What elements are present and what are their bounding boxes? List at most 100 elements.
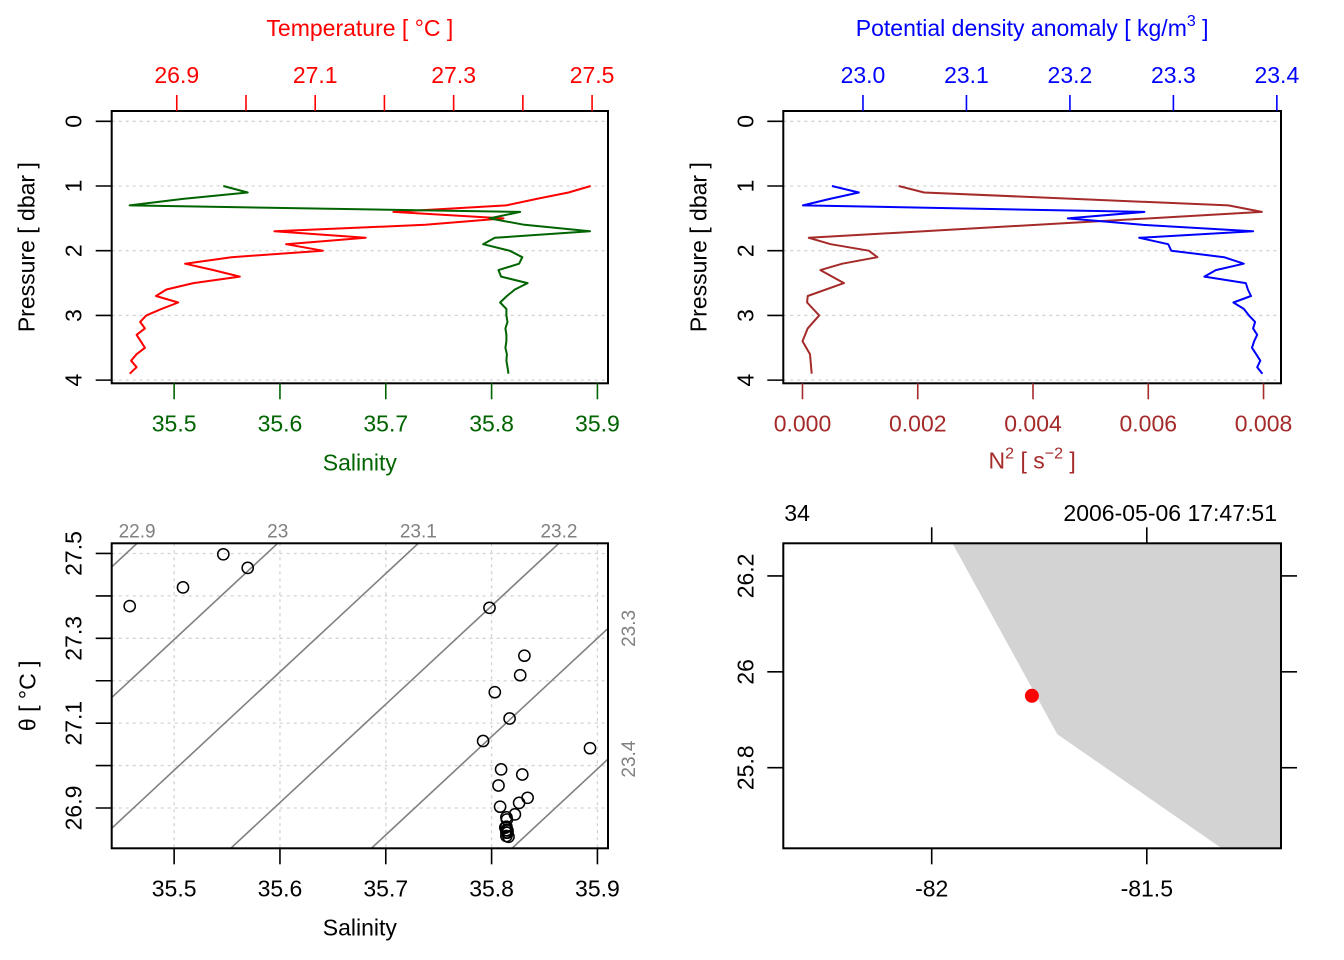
n2-line	[801, 185, 1263, 374]
isopycnal-line	[111, 543, 420, 829]
ts-point	[483, 601, 496, 615]
salinity-tick-label: 35.8	[469, 875, 514, 901]
station-time-label: 2006-05-06 17:47:51	[1063, 500, 1277, 526]
n2-axis-title-text: [ s	[1014, 447, 1045, 473]
plot-frame	[782, 542, 1282, 850]
theta-axis-title: θ [ °C ]	[15, 661, 41, 732]
ts-point	[518, 649, 531, 663]
temperature-tick-label: 27.5	[570, 62, 615, 88]
salinity-axis-title: Salinity	[323, 449, 398, 475]
panel-station-map: -82 -81.5 25.8 26 26.2 34 2006-05-06 17:47:51	[732, 500, 1297, 901]
isopycnal-line	[370, 627, 608, 849]
pressure-tick-label: 2	[61, 244, 87, 257]
salinity-tick-label: 35.7	[363, 875, 408, 901]
pressure-tick-label: 4	[732, 374, 758, 387]
n2-axis-title-text: N	[989, 447, 1006, 473]
n2-axis-title-superscript: 2	[1005, 445, 1014, 462]
salinity-tick-label: 35.8	[469, 410, 514, 436]
ts-point	[493, 800, 507, 814]
ts-point	[500, 810, 513, 824]
ts-point	[488, 685, 502, 699]
panel-temperature-salinity-profile: 26.9 27.1 27.3 27.5 35.5 35.6 35.7 35.8 35.9 0 1 2 3…	[14, 15, 620, 475]
ts-point	[492, 779, 505, 792]
station-marker	[1024, 688, 1039, 703]
panel-density-n2-profile: 23.0 23.1 23.2 23.3 23.4 0.000 0.002 0.004 0.006…	[685, 13, 1299, 473]
ts-point	[515, 768, 529, 781]
temperature-tick-label: 27.1	[293, 62, 338, 88]
longitude-tick-label: -81.5	[1121, 875, 1173, 901]
pressure-tick-label: 1	[732, 180, 758, 193]
isopycnal-label: 23.1	[400, 521, 437, 542]
temperature-axis-title: Temperature [ °C ]	[266, 15, 453, 41]
isopycnal-line	[111, 543, 139, 568]
isopycnal-label: 22.9	[119, 521, 156, 542]
longitude-tick-label: -82	[915, 875, 948, 901]
temperature-line	[129, 185, 591, 375]
isopycnal-label: 23	[267, 521, 288, 542]
salinity-tick-label: 35.6	[258, 410, 303, 436]
ts-point	[216, 547, 230, 561]
n2-tick-label: 0.008	[1235, 410, 1293, 436]
density-tick-label: 23.3	[1151, 62, 1196, 88]
pressure-axis-title: Pressure [ dbar ]	[685, 162, 711, 332]
ts-point	[512, 796, 526, 810]
pressure-tick-label: 3	[732, 309, 758, 322]
pressure-tick-label: 0	[61, 115, 87, 128]
temperature-tick-label: 26.9	[154, 62, 199, 88]
plot-frame	[110, 110, 609, 385]
density-axis-title-text: Potential density anomaly [ kg/m	[856, 15, 1187, 41]
panel-ts-diagram: 22.9 23 23.1 23.2 23.3 23.4 26.9 27.1 27.3 27.5 35…	[15, 521, 640, 940]
salinity-tick-label: 35.5	[152, 875, 197, 901]
density-axis-title-superscript: 3	[1187, 13, 1196, 30]
salinity-tick-label: 35.7	[363, 410, 408, 436]
plot-frame	[782, 110, 1282, 385]
pressure-tick-label: 1	[61, 180, 87, 193]
salinity-tick-label: 35.6	[258, 875, 303, 901]
ts-point	[123, 599, 137, 613]
salinity-line	[128, 185, 591, 374]
ts-point	[503, 712, 516, 725]
isopycnal-label: 23.2	[540, 521, 577, 542]
n2-tick-label: 0.004	[1004, 410, 1062, 436]
station-id-label: 34	[784, 500, 810, 526]
latitude-tick-label: 26.2	[732, 554, 758, 599]
ts-point	[513, 668, 527, 682]
temperature-tick-label: 27.3	[431, 62, 476, 88]
n2-tick-label: 0.000	[774, 410, 832, 436]
pressure-tick-label: 3	[61, 309, 87, 322]
salinity-axis-title: Salinity	[323, 914, 398, 940]
ts-point	[176, 581, 190, 594]
density-tick-label: 23.1	[944, 62, 989, 88]
theta-tick-label: 27.3	[61, 616, 87, 661]
salinity-tick-label: 35.9	[575, 875, 620, 901]
pressure-tick-label: 4	[61, 374, 87, 387]
ts-point	[583, 741, 597, 755]
n2-axis-title-text: ]	[1063, 447, 1076, 473]
plot-frame	[110, 542, 609, 850]
density-line	[802, 185, 1264, 375]
ts-point	[241, 561, 255, 575]
isopycnal-line	[111, 543, 279, 699]
isopycnal-label: 23.3	[619, 610, 640, 647]
ts-point	[476, 734, 490, 748]
isopycnal-label: 23.4	[619, 740, 640, 777]
latitude-tick-label: 25.8	[732, 745, 758, 790]
land-polygon	[952, 543, 1281, 849]
density-axis-title: Potential density anomaly [ kg/m3 ]	[856, 13, 1209, 41]
latitude-tick-label: 26	[732, 659, 758, 685]
density-tick-label: 23.4	[1254, 62, 1299, 88]
ts-point	[521, 791, 534, 805]
density-axis-title-text: ]	[1196, 15, 1209, 41]
density-tick-label: 23.2	[1048, 62, 1093, 88]
n2-tick-label: 0.002	[889, 410, 947, 436]
pressure-axis-title: Pressure [ dbar ]	[14, 162, 40, 332]
ts-point	[494, 763, 508, 776]
salinity-tick-label: 35.5	[152, 410, 197, 436]
n2-axis-title-superscript: −2	[1045, 445, 1063, 462]
n2-tick-label: 0.006	[1119, 410, 1177, 436]
pressure-tick-label: 2	[732, 244, 758, 257]
n2-axis-title: N2 [ s−2 ]	[989, 445, 1076, 473]
ts-point	[502, 830, 515, 844]
isopycnal-line	[229, 543, 561, 849]
